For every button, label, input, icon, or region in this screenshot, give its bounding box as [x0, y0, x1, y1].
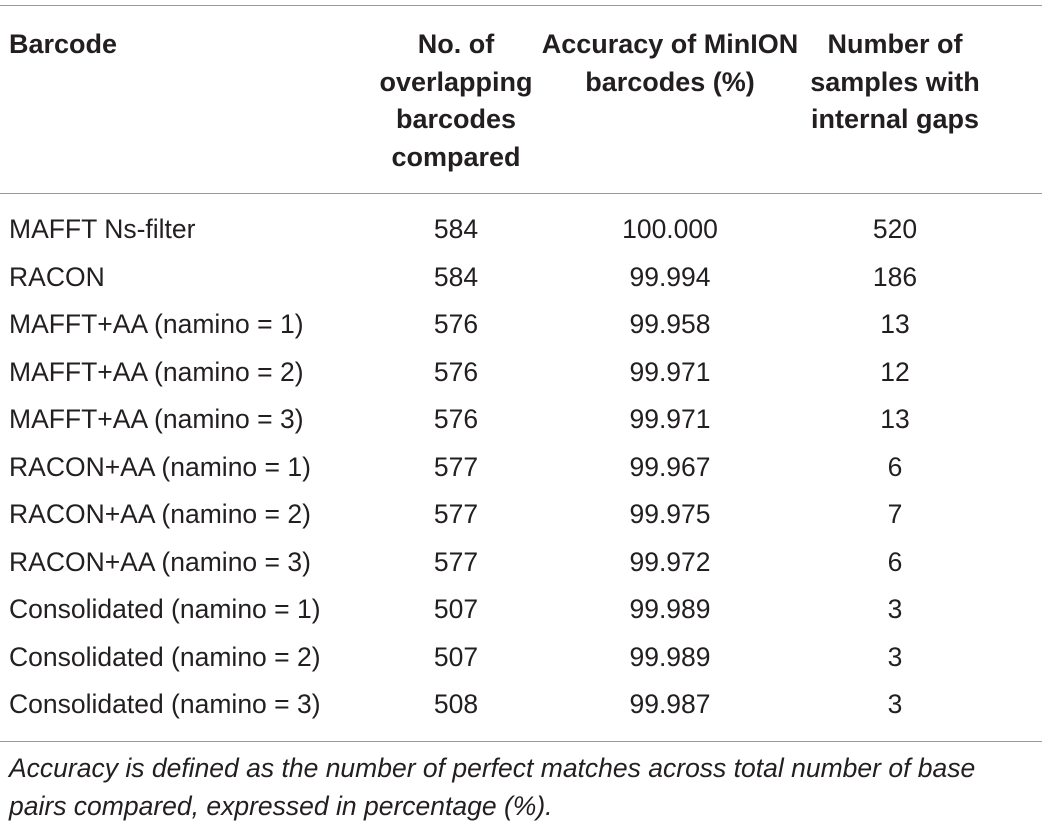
accuracy-cell: 99.958: [629, 309, 711, 340]
accuracy-cell: 99.994: [629, 261, 711, 292]
gaps-cell: 3: [887, 594, 903, 625]
gaps-cell: 12: [880, 356, 910, 387]
overlap-cell: 508: [433, 689, 479, 720]
accuracy-cell: 99.989: [629, 594, 711, 625]
accuracy-cell: 99.967: [629, 451, 711, 482]
overlap-cell: 584: [433, 261, 479, 292]
table-header: Barcode No. of overlapping barcodes comp…: [0, 6, 1042, 193]
barcode-cell: RACON+AA (namino = 1): [9, 451, 311, 482]
gaps-cell: 7: [887, 499, 903, 530]
overlap-cell: 507: [433, 641, 479, 672]
gaps-cell: 186: [872, 261, 918, 292]
accuracy-cell: 99.971: [629, 404, 711, 435]
barcode-cell: MAFFT+AA (namino = 2): [9, 356, 304, 387]
barcode-cell: MAFFT+AA (namino = 1): [9, 309, 304, 340]
header-internal-gaps: Number of samples with internal gaps: [810, 29, 980, 134]
gaps-cell: 6: [887, 451, 903, 482]
table-row: RACON+AA (namino = 3) 577 99.972 6: [0, 539, 1042, 587]
gaps-cell: 3: [887, 689, 903, 720]
overlap-cell: 576: [433, 356, 479, 387]
top-rule: [0, 5, 1042, 6]
header-barcode: Barcode: [9, 29, 118, 59]
barcode-cell: MAFFT+AA (namino = 3): [9, 404, 304, 435]
bottom-rule: [0, 741, 1042, 742]
barcode-cell: Consolidated (namino = 1): [9, 594, 321, 625]
gaps-cell: 6: [887, 546, 903, 577]
overlap-cell: 577: [433, 546, 479, 577]
gaps-cell: 3: [887, 641, 903, 672]
overlap-cell: 576: [433, 404, 479, 435]
gaps-cell: 520: [872, 214, 918, 245]
gaps-cell: 13: [880, 309, 910, 340]
accuracy-cell: 99.989: [629, 641, 711, 672]
table-row: MAFFT+AA (namino = 3) 576 99.971 13: [0, 396, 1042, 444]
barcode-cell: MAFFT Ns-filter: [9, 214, 196, 245]
barcode-cell: RACON+AA (namino = 2): [9, 499, 311, 530]
barcode-cell: Consolidated (namino = 2): [9, 641, 321, 672]
header-overlapping-barcodes: No. of overlapping barcodes compared: [379, 29, 533, 172]
table-row: Consolidated (namino = 1) 507 99.989 3: [0, 586, 1042, 634]
overlap-cell: 507: [433, 594, 479, 625]
table-row: Consolidated (namino = 3) 508 99.987 3: [0, 681, 1042, 729]
accuracy-cell: 99.971: [629, 356, 711, 387]
barcode-cell: Consolidated (namino = 3): [9, 689, 321, 720]
table-row: Consolidated (namino = 2) 507 99.989 3: [0, 634, 1042, 682]
table-row: MAFFT+AA (namino = 2) 576 99.971 12: [0, 349, 1042, 397]
overlap-cell: 576: [433, 309, 479, 340]
header-rule: [0, 193, 1042, 194]
table-row: RACON 584 99.994 186: [0, 254, 1042, 302]
table-row: MAFFT Ns-filter 584 100.000 520: [0, 206, 1042, 254]
table-row: MAFFT+AA (namino = 1) 576 99.958 13: [0, 301, 1042, 349]
accuracy-cell: 99.972: [629, 546, 711, 577]
overlap-cell: 584: [433, 214, 479, 245]
table-body: MAFFT Ns-filter 584 100.000 520 RACON 58…: [0, 194, 1042, 729]
gaps-cell: 13: [880, 404, 910, 435]
barcode-cell: RACON+AA (namino = 3): [9, 546, 311, 577]
table-row: RACON+AA (namino = 1) 577 99.967 6: [0, 444, 1042, 492]
results-table: Barcode No. of overlapping barcodes comp…: [0, 5, 1042, 729]
overlap-cell: 577: [433, 451, 479, 482]
barcode-cell: RACON: [9, 261, 105, 292]
table-footnote: Accuracy is defined as the number of per…: [9, 753, 976, 821]
accuracy-cell: 99.987: [629, 689, 711, 720]
accuracy-cell: 99.975: [629, 499, 711, 530]
accuracy-cell: 100.000: [622, 214, 718, 245]
overlap-cell: 577: [433, 499, 479, 530]
table-row: RACON+AA (namino = 2) 577 99.975 7: [0, 491, 1042, 539]
header-accuracy: Accuracy of MinION barcodes (%): [541, 29, 799, 97]
